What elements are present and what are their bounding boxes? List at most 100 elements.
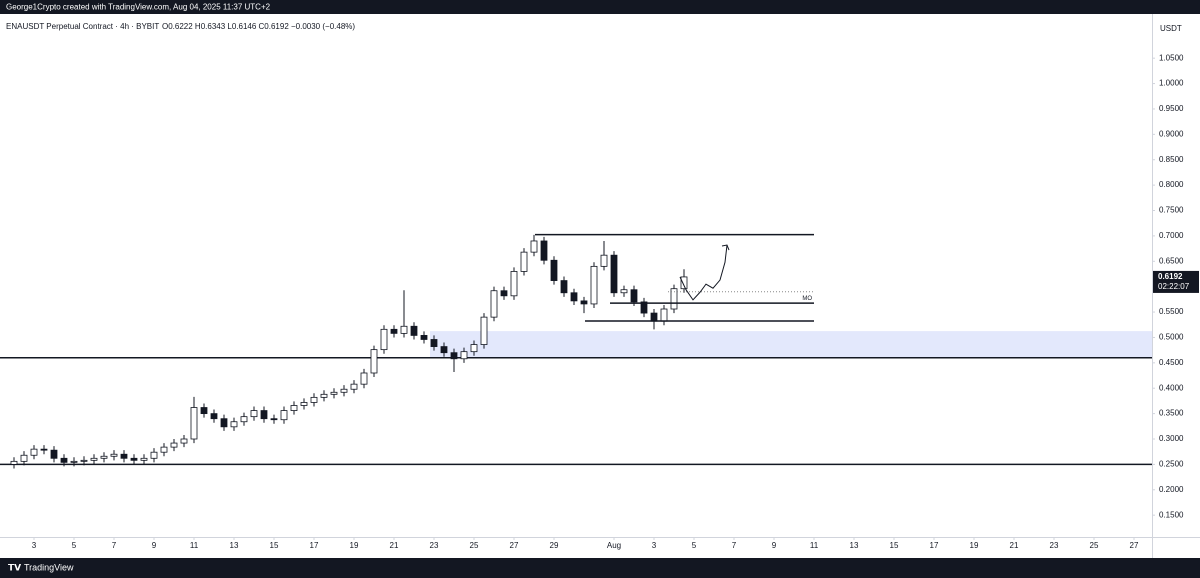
x-tick-label: 7 xyxy=(732,541,737,550)
candle-body xyxy=(30,448,38,456)
countdown: 02:22:07 xyxy=(1158,282,1190,291)
x-tick-label: 13 xyxy=(230,541,239,550)
header: George1Crypto created with TradingView.c… xyxy=(6,3,271,12)
zone xyxy=(430,331,1152,358)
candle-body xyxy=(530,240,538,253)
x-tick-label: 5 xyxy=(72,541,77,550)
x-tick-label: 19 xyxy=(350,541,359,550)
candle-body xyxy=(570,292,578,302)
candle-body xyxy=(620,289,628,294)
candle-body xyxy=(350,383,358,390)
x-tick-label: 29 xyxy=(550,541,559,550)
y-tick-label: 0.5500 xyxy=(1159,307,1184,316)
price-tag-label: 0.6192 xyxy=(1158,272,1183,281)
x-tick-label: 9 xyxy=(772,541,777,550)
y-tick-label: 0.7500 xyxy=(1159,206,1184,215)
candle-body xyxy=(290,405,298,411)
candle-body xyxy=(130,457,138,461)
y-tick-label: 0.3500 xyxy=(1159,409,1184,418)
x-tick-label: 19 xyxy=(970,541,979,550)
y-tick-label: 0.1500 xyxy=(1159,510,1184,519)
x-tick-label: 15 xyxy=(890,541,899,550)
y-tick-label: 0.8000 xyxy=(1159,180,1184,189)
candle-body xyxy=(150,451,158,459)
x-tick-label: 11 xyxy=(810,541,819,550)
y-tick-label: 0.4500 xyxy=(1159,358,1184,367)
candle-body xyxy=(240,416,248,423)
candle-body xyxy=(590,265,598,305)
candle-body xyxy=(270,418,278,421)
legend: ENAUSDT Perpetual Contract · 4h · BYBIT xyxy=(6,22,159,31)
candle-body xyxy=(560,280,568,294)
candle-body xyxy=(200,407,208,415)
candle-body xyxy=(640,301,648,314)
candle-body xyxy=(230,421,238,428)
x-tick-label: 17 xyxy=(310,541,319,550)
candle-body xyxy=(580,300,588,305)
candle-body xyxy=(380,328,388,351)
y-tick-label: 0.6500 xyxy=(1159,256,1184,265)
arrow-head xyxy=(721,244,730,251)
y-tick-label: 0.7000 xyxy=(1159,231,1184,240)
x-tick-label: 23 xyxy=(430,541,439,550)
y-tick-label: 0.2500 xyxy=(1159,459,1184,468)
x-tick-label: 15 xyxy=(270,541,279,550)
candle-body xyxy=(550,259,558,281)
candle-body xyxy=(90,457,98,461)
y-tick-label: 0.4000 xyxy=(1159,383,1184,392)
candle-body xyxy=(490,290,498,318)
candle-body xyxy=(670,288,678,310)
candle-body xyxy=(410,325,418,336)
y-tick-label: 0.9500 xyxy=(1159,104,1184,113)
ray-label: MO xyxy=(802,296,812,302)
candle-body xyxy=(480,316,488,345)
candle-body xyxy=(510,271,518,297)
x-tick-label: 11 xyxy=(190,541,199,550)
x-tick-label: Aug xyxy=(607,541,621,550)
candle-body xyxy=(340,388,348,393)
x-tick-label: 27 xyxy=(510,541,519,550)
x-tick-label: 3 xyxy=(652,541,657,550)
candle-body xyxy=(630,289,638,303)
candle-body xyxy=(120,453,128,459)
ohlc: O0.6222 H0.6343 L0.6146 C0.6192 −0.0030 … xyxy=(162,22,355,31)
candle-body xyxy=(400,325,408,334)
footer-bar xyxy=(0,558,1200,578)
candle-body xyxy=(360,372,368,385)
candle-body xyxy=(60,457,68,463)
y-tick-label: 1.0000 xyxy=(1159,79,1184,88)
candle-body xyxy=(80,459,88,462)
x-tick-label: 17 xyxy=(930,541,939,550)
candle-body xyxy=(470,344,478,353)
candle-body xyxy=(10,460,18,465)
x-tick-label: 9 xyxy=(152,541,157,550)
x-tick-label: 13 xyxy=(850,541,859,550)
candle-body xyxy=(20,454,28,462)
candle-body xyxy=(370,349,378,374)
currency: USDT xyxy=(1160,24,1182,33)
y-tick-label: 0.9000 xyxy=(1159,129,1184,138)
candle-body xyxy=(680,276,688,290)
candle-body xyxy=(100,455,108,459)
candle-body xyxy=(280,410,288,421)
footer: TradingView xyxy=(24,562,74,572)
logo-mark: 𝗧𝗩 xyxy=(8,562,21,572)
candle-body xyxy=(250,410,258,418)
candle-body xyxy=(650,312,658,322)
candle-body xyxy=(430,339,438,347)
header-bar xyxy=(0,0,1200,14)
candle-body xyxy=(420,335,428,340)
x-tick-label: 27 xyxy=(1130,541,1139,550)
candle-body xyxy=(110,453,118,457)
x-tick-label: 23 xyxy=(1050,541,1059,550)
projection xyxy=(679,244,728,301)
x-tick-label: 21 xyxy=(1010,541,1019,550)
y-tick-label: 0.5000 xyxy=(1159,333,1184,342)
candle-body xyxy=(460,351,468,360)
candle-body xyxy=(500,290,508,297)
candle-body xyxy=(210,413,218,420)
candle-body xyxy=(260,410,268,420)
candle-body xyxy=(170,442,178,448)
candle-body xyxy=(160,446,168,453)
